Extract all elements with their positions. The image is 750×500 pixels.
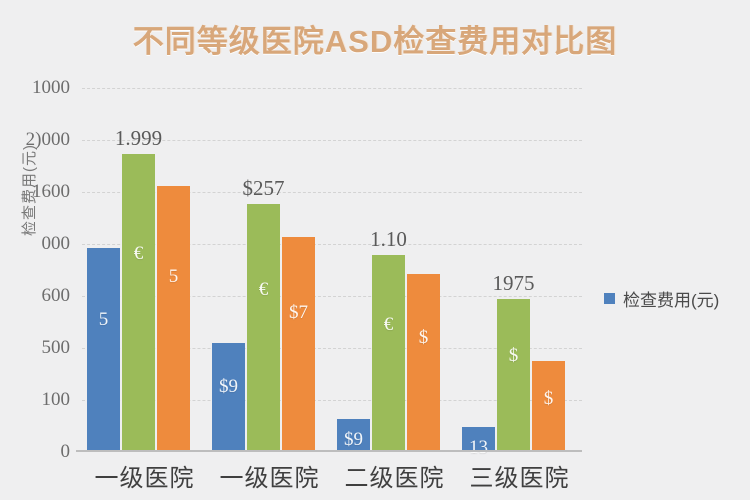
bar-value-label: 5	[98, 309, 109, 331]
bar[interactable]: $	[532, 361, 565, 452]
gridlines	[82, 88, 582, 452]
x-tick-label: 二级医院	[344, 465, 445, 492]
y-tick-label: 500	[41, 337, 71, 358]
gridline	[82, 192, 582, 193]
chart-title: 不同等级医院ASD检查费用对比图	[132, 24, 618, 59]
x-tick-label: 三级医院	[469, 465, 570, 492]
bar[interactable]: $	[407, 273, 440, 452]
bar[interactable]: €	[247, 204, 280, 452]
bar[interactable]: $7	[282, 237, 315, 452]
y-tick-label: 2)000	[25, 129, 70, 150]
bar-value-label: $	[508, 344, 519, 366]
legend-swatch-icon	[604, 293, 615, 304]
x-axis-line	[76, 450, 582, 452]
gridline	[82, 88, 582, 89]
bar-value-label: €	[133, 243, 144, 265]
bar[interactable]: $9	[337, 419, 370, 452]
group-total-label: 1975	[492, 271, 535, 296]
bar[interactable]: 13	[462, 426, 495, 458]
y-tick-label: 1600	[32, 181, 70, 202]
bar-value-label: $9	[219, 375, 238, 397]
bar[interactable]: 5	[87, 248, 120, 452]
x-tick-label: 一级医院	[94, 465, 195, 492]
bar[interactable]: €	[372, 255, 405, 452]
bar[interactable]: 5	[157, 186, 190, 452]
bar-value-label: 5	[168, 265, 179, 287]
bar-value-label: $	[418, 327, 429, 349]
gridline	[82, 400, 582, 401]
y-tick-label: 1000	[32, 77, 70, 98]
x-axis-tick-labels: 一级医院 一级医院 二级医院 三级医院	[82, 458, 582, 494]
y-tick-label: 100	[41, 389, 71, 410]
gridline	[82, 244, 582, 245]
y-tick-label: 000	[41, 233, 71, 254]
bar-value-label: $	[543, 388, 554, 410]
bar-value-label: €	[258, 278, 269, 300]
bar-value-label: $7	[289, 301, 308, 323]
bar[interactable]: €	[122, 153, 155, 452]
y-axis-tick-labels: 1000 2)000 1600 000 600 500 100 0	[0, 77, 78, 462]
legend[interactable]: 检查费用(元)	[604, 286, 719, 311]
bar-value-label: 13	[469, 436, 488, 458]
bar-value-label: €	[383, 314, 394, 336]
group-total-label: 1.10	[370, 227, 407, 252]
y-tick-label: 600	[41, 285, 71, 306]
gridline	[82, 296, 582, 297]
plot-area: 5 €5 1.999 $9 € $7 $257 $9 € $1.10 13 $ $1975	[76, 88, 582, 458]
gridline	[82, 348, 582, 349]
bar[interactable]: $	[497, 299, 530, 452]
y-tick-label: 0	[60, 441, 71, 462]
group-total-label: $257	[242, 176, 285, 201]
gridline	[82, 140, 582, 141]
bar-value-label: $9	[344, 429, 363, 451]
legend-label: 检查费用(元)	[623, 291, 720, 310]
bars-layer: 5 €5 1.999 $9 € $7 $257 $9 € $1.10 13 $ $1975	[82, 88, 582, 458]
group-total-label: 1.999	[114, 125, 163, 150]
bar[interactable]: $9	[212, 342, 245, 452]
x-tick-label: 一级医院	[219, 465, 320, 492]
